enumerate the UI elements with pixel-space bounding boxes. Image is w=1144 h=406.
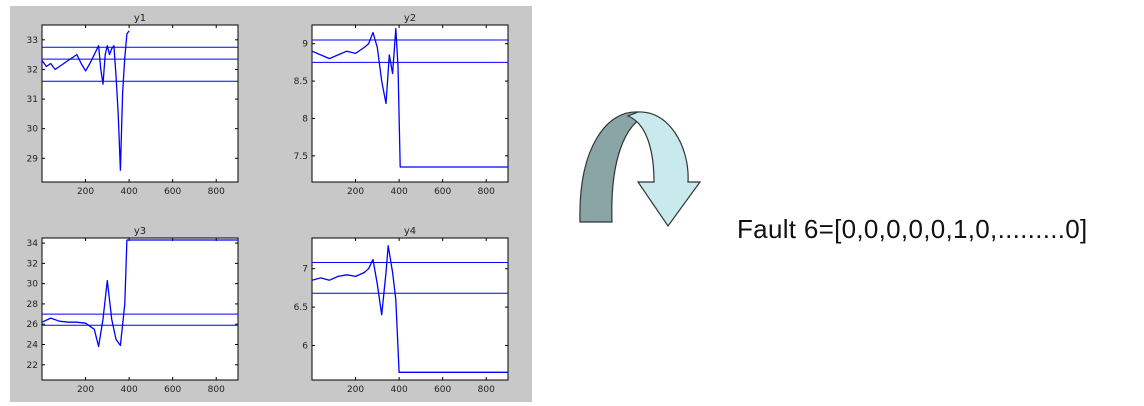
subplot-3-ytick-label: 24	[27, 341, 39, 351]
subplot-4-xtick-label: 400	[391, 385, 408, 395]
subplot-1: y1 200 400 600 800 29 30 31 32 33	[27, 13, 239, 197]
subplot-2-ytick-label: 8	[302, 114, 308, 124]
arrow-left-limb	[579, 111, 651, 223]
subplot-1-ytick-label: 32	[27, 65, 38, 75]
subplot-3-title: y3	[134, 226, 146, 237]
subplot-2-xtick-label: 800	[478, 187, 495, 197]
subplot-2-series-line	[311, 28, 508, 168]
subplot-4-title: y4	[404, 226, 416, 237]
subplot-4-ytick-label: 6	[302, 341, 308, 351]
subplot-grid: y1 200 400 600 800 29 30 31 32 33 y2 200 400 600 800 7.…	[27, 13, 509, 395]
subplot-1-ytick-label: 33	[27, 36, 38, 46]
subplot-4-xtick-label: 600	[434, 385, 451, 395]
subplot-1-xtick-label: 200	[77, 187, 94, 197]
subplot-2-ytick-label: 8.5	[294, 77, 308, 87]
subplot-3-ytick-label: 30	[27, 280, 39, 290]
subplot-3-xtick-label: 200	[77, 385, 94, 395]
subplot-1-title: y1	[134, 13, 146, 24]
subplot-1-series-line	[41, 30, 130, 171]
subplot-3-xtick-label: 600	[164, 385, 181, 395]
subplot-4-xtick-label: 200	[347, 385, 364, 395]
subplot-1-ytick-label: 29	[27, 154, 39, 164]
subplot-4: y4 200 400 600 800 6 6.5 7	[294, 226, 509, 395]
subplot-3-axes-box	[41, 237, 239, 381]
subplot-4-ytick-label: 7	[302, 265, 308, 275]
subplot-2-axes-box	[311, 24, 509, 183]
subplot-1-xtick-label: 600	[164, 187, 181, 197]
subplot-3-ytick-label: 32	[27, 259, 38, 269]
subplot-2-ytick-label: 7.5	[294, 152, 308, 162]
subplot-3-series-line	[41, 239, 238, 348]
subplot-1-axes-box	[41, 24, 239, 183]
subplot-4-xtick-label: 800	[478, 385, 495, 395]
subplot-1-xtick-label: 400	[121, 187, 138, 197]
subplot-1-xtick-label: 800	[208, 187, 225, 197]
subplot-1-ytick-label: 31	[27, 95, 38, 105]
fault-vector-label: Fault 6=[0,0,0,0,0,1,0,.........0]	[737, 214, 1088, 244]
subplot-1-ytick-label: 30	[27, 125, 39, 135]
subplot-3-ytick-label: 22	[27, 361, 38, 371]
arrow-right-limb	[626, 111, 702, 228]
subplot-3: y3 200 400 600 800 22 24 26 28 30 32 34	[27, 226, 239, 395]
subplot-3-ytick-label: 28	[27, 300, 39, 310]
subplot-4-ytick-label: 6.5	[294, 303, 308, 313]
subplot-3-xtick-label: 400	[121, 385, 138, 395]
subplot-3-xtick-label: 800	[208, 385, 225, 395]
subplot-2-title: y2	[404, 13, 416, 24]
subplot-2: y2 200 400 600 800 7.5 8 8.5 9	[294, 13, 509, 197]
subplot-3-ytick-label: 26	[27, 320, 39, 330]
curved-arrow-icon	[579, 111, 702, 228]
subplot-3-ytick-label: 34	[27, 239, 39, 249]
subplot-2-xtick-label: 200	[347, 187, 364, 197]
subplot-4-axes-box	[311, 237, 509, 381]
subplot-2-ytick-label: 9	[302, 40, 308, 50]
subplot-4-series-line	[311, 245, 508, 373]
subplot-2-xtick-label: 400	[391, 187, 408, 197]
figure-panel: y1 200 400 600 800 29 30 31 32 33 y2 200 400 600 800 7.…	[10, 6, 532, 402]
subplot-2-xtick-label: 600	[434, 187, 451, 197]
